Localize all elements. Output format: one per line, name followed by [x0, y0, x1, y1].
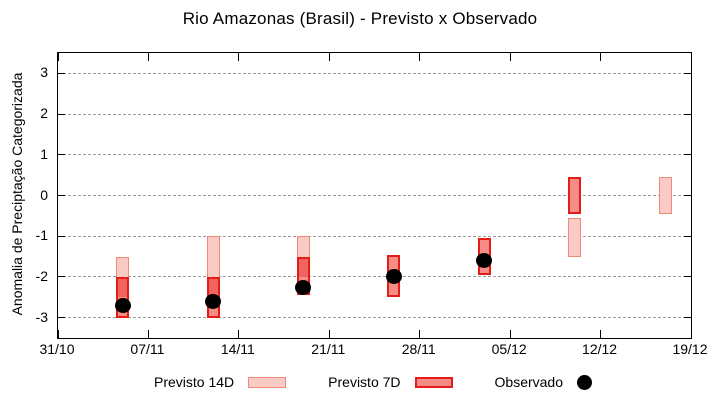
y-tick-label: 0	[40, 186, 48, 203]
x-tick-mark-top	[419, 53, 421, 61]
observed-dot	[205, 293, 222, 309]
x-tick-mark-top	[147, 53, 149, 61]
gridline	[58, 113, 691, 115]
x-tick-mark-bottom	[57, 330, 59, 338]
plot-area	[57, 52, 692, 339]
observed-dot	[476, 253, 493, 269]
legend-entry-observado: Observado	[495, 374, 592, 390]
y-tick-label: 3	[40, 64, 48, 81]
gridline	[58, 154, 691, 156]
legend-label-previsto-14d: Previsto 14D	[154, 374, 235, 390]
y-tick-mark-right	[684, 235, 691, 237]
x-tick-label: 31/10	[39, 341, 75, 357]
y-tick-mark-right	[684, 276, 691, 278]
bar-previsto-14d	[568, 217, 582, 257]
observed-dot	[114, 297, 131, 313]
legend: Previsto 14D Previsto 7D Observado	[0, 370, 720, 394]
chart-title: Rio Amazonas (Brasil) - Previsto x Obser…	[182, 9, 538, 28]
y-tick-mark-left	[58, 235, 65, 237]
x-tick-label: 28/11	[401, 341, 436, 357]
bar-previsto-7d	[568, 177, 582, 214]
gridline	[58, 276, 691, 278]
x-tick-mark-top	[509, 53, 511, 61]
y-tick-mark-left	[58, 276, 65, 278]
y-tick-mark-left	[58, 72, 65, 74]
x-tick-label: 12/12	[582, 341, 618, 357]
bar-overlap-region	[118, 278, 128, 298]
y-tick-label: -3	[35, 308, 48, 325]
y-tick-mark-right	[684, 195, 691, 196]
y-tick-mark-right	[684, 72, 691, 74]
observed-dot	[295, 279, 312, 295]
x-tick-mark-bottom	[600, 330, 602, 338]
legend-label-observado: Observado	[494, 374, 563, 390]
x-tick-mark-bottom	[509, 330, 511, 338]
legend-entry-previsto-14d: Previsto 14D	[154, 374, 287, 390]
x-tick-mark-bottom	[690, 330, 692, 338]
y-tick-label: 1	[40, 145, 48, 162]
x-tick-label: 19/12	[672, 341, 708, 357]
gridline	[58, 317, 691, 319]
y-tick-label: -2	[35, 267, 48, 284]
x-tick-mark-bottom	[238, 330, 240, 338]
gridline	[58, 195, 691, 196]
bar-previsto-14d	[658, 177, 672, 214]
x-tick-mark-bottom	[328, 330, 330, 338]
legend-swatch-previsto-7d	[414, 376, 453, 388]
bar-overlap-region	[208, 278, 218, 298]
bar-overlap-region	[298, 258, 308, 277]
y-tick-mark-right	[684, 317, 691, 319]
gridline	[58, 235, 691, 237]
x-tick-mark-top	[238, 53, 240, 61]
x-tick-label: 14/11	[220, 341, 255, 357]
x-tick-label: 07/11	[130, 341, 165, 357]
legend-swatch-observado-dot	[577, 374, 592, 390]
observed-dot	[385, 269, 402, 285]
gridline	[58, 72, 691, 74]
y-tick-label: 2	[40, 105, 48, 122]
y-tick-mark-left	[58, 195, 65, 196]
x-tick-label: 05/12	[491, 341, 527, 357]
y-tick-label: -1	[35, 227, 48, 244]
x-tick-mark-top	[600, 53, 602, 61]
y-tick-mark-right	[684, 113, 691, 115]
x-tick-mark-bottom	[147, 330, 149, 338]
x-tick-mark-top	[690, 53, 692, 61]
legend-swatch-previsto-14d	[248, 376, 287, 388]
legend-label-previsto-7d: Previsto 7D	[328, 374, 401, 390]
x-tick-mark-top	[57, 53, 59, 61]
y-tick-mark-right	[684, 154, 691, 156]
legend-entry-previsto-7d: Previsto 7D	[328, 374, 453, 390]
y-tick-mark-left	[58, 154, 65, 156]
x-tick-mark-bottom	[419, 330, 421, 338]
y-tick-mark-left	[58, 317, 65, 319]
x-tick-label: 21/11	[311, 341, 346, 357]
x-tick-mark-top	[328, 53, 330, 61]
y-tick-mark-left	[58, 113, 65, 115]
